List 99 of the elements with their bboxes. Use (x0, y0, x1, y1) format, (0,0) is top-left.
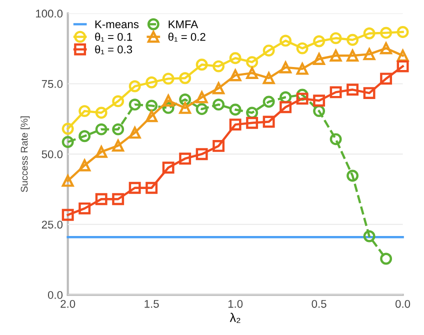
point (78, 202, 91, 214)
point (313, 94, 326, 107)
point (363, 48, 376, 60)
point (346, 170, 359, 182)
point (280, 101, 292, 114)
point (78, 159, 91, 172)
point (128, 80, 141, 92)
point (179, 102, 192, 114)
point (229, 104, 242, 116)
point (78, 130, 91, 142)
point (262, 96, 275, 108)
point (380, 26, 392, 39)
y-axis-title: Success Rate [%] (20, 116, 30, 192)
legend-label: KMFA (168, 20, 198, 28)
point (380, 42, 392, 54)
point (179, 152, 192, 165)
point (396, 26, 409, 38)
point (212, 140, 225, 152)
point (246, 56, 258, 68)
point (62, 174, 74, 187)
point (95, 193, 108, 206)
point (146, 110, 158, 122)
point (128, 98, 141, 111)
x-tick-label: 0.0 (396, 300, 410, 308)
point (196, 58, 208, 71)
x-tick-label: 2.0 (60, 300, 76, 308)
point (146, 76, 158, 88)
y-tick-label: 0.0 (48, 291, 63, 299)
point (62, 208, 74, 221)
x-tick-label: 1.0 (228, 300, 243, 308)
point (330, 50, 342, 62)
point (229, 52, 242, 64)
point (363, 230, 376, 242)
point (246, 67, 258, 80)
point (229, 69, 242, 82)
point (179, 94, 192, 106)
point (95, 123, 108, 136)
point (380, 252, 392, 265)
point (112, 140, 124, 152)
point (212, 82, 225, 94)
point (128, 182, 141, 194)
point (363, 27, 376, 40)
point (380, 72, 392, 85)
point (162, 102, 174, 114)
x-tick-label: 0.5 (312, 300, 326, 308)
point (146, 182, 158, 194)
point (280, 61, 292, 74)
point (313, 105, 326, 118)
point (179, 72, 192, 84)
point (330, 32, 342, 44)
point (396, 60, 409, 72)
x-tick-label: 1.5 (144, 300, 159, 308)
point (262, 116, 275, 128)
point (246, 116, 258, 129)
point (229, 118, 242, 131)
point (196, 148, 208, 160)
y-tick-label: 100.0 (36, 10, 63, 18)
point (112, 123, 124, 136)
point (346, 84, 359, 96)
point (212, 60, 225, 72)
point (262, 44, 275, 57)
point (296, 62, 308, 75)
point (330, 133, 342, 146)
point (280, 34, 292, 47)
y-tick-label: 50.0 (42, 150, 63, 158)
point (296, 42, 308, 54)
point (162, 162, 174, 174)
point (78, 105, 91, 118)
x-axis-title: λ₂ (230, 312, 240, 323)
y-tick-label: 75.0 (42, 80, 63, 88)
point (112, 193, 124, 206)
point (296, 88, 308, 101)
point (196, 103, 208, 116)
point (62, 122, 74, 135)
point (262, 72, 275, 84)
legend-label: θ₁ = 0.2 (168, 32, 206, 42)
point (95, 146, 108, 158)
point (346, 50, 359, 62)
point (112, 95, 124, 108)
point (313, 35, 326, 48)
point (162, 72, 174, 85)
legend-label: θ₁ = 0.3 (95, 45, 132, 54)
y-tick-label: 25.0 (42, 220, 63, 229)
point (330, 86, 342, 98)
point (128, 126, 141, 139)
point (196, 91, 208, 104)
point (162, 94, 174, 107)
point (212, 98, 225, 111)
point (313, 53, 326, 65)
point (280, 91, 292, 104)
point (62, 136, 74, 148)
point (346, 34, 359, 46)
legend-label: θ₁ = 0.1 (95, 32, 132, 42)
legend-label: K-means (95, 20, 139, 28)
point (146, 100, 158, 112)
point (396, 50, 409, 62)
point (363, 87, 376, 100)
point (296, 92, 308, 105)
point (95, 106, 108, 119)
